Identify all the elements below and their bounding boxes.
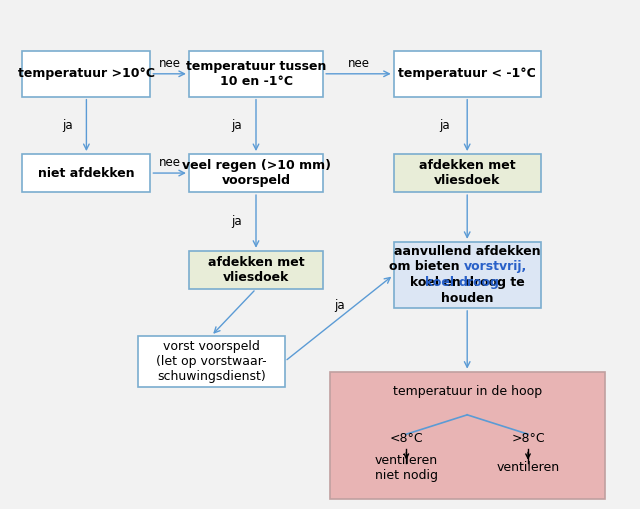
Bar [22,51,150,97]
Bar [394,51,541,97]
Text: ventileren: ventileren [497,461,559,474]
Text: afdekken met
vliesdoek: afdekken met vliesdoek [419,159,515,187]
Bar [22,154,150,192]
Text: ja: ja [334,299,344,312]
Bar [189,154,323,192]
Text: nee: nee [159,156,180,169]
Text: houden: houden [441,292,493,305]
Text: temperatuur < -1°C: temperatuur < -1°C [398,67,536,80]
Text: ja: ja [232,119,242,132]
Text: niet afdekken: niet afdekken [38,166,134,180]
Bar [330,372,605,499]
Text: temperatuur in de hoop: temperatuur in de hoop [392,385,542,399]
Bar [138,336,285,387]
Text: nee: nee [159,57,180,70]
Text: ja: ja [62,119,72,132]
Text: nee: nee [348,57,369,70]
Bar [394,154,541,192]
Text: droog: droog [458,276,499,289]
Bar [189,251,323,289]
Text: koel en droog te: koel en droog te [410,276,525,289]
Text: koel: koel [425,276,454,289]
Text: om bieten: om bieten [389,261,464,273]
Bar [394,242,541,308]
Text: vorstvrij,: vorstvrij, [464,261,527,273]
Bar [189,51,323,97]
Text: ja: ja [232,215,242,228]
Text: temperatuur tussen
10 en -1°C: temperatuur tussen 10 en -1°C [186,60,326,88]
Text: veel regen (>10 mm)
voorspeld: veel regen (>10 mm) voorspeld [182,159,330,187]
Text: afdekken met
vliesdoek: afdekken met vliesdoek [208,256,304,284]
Text: <8°C: <8°C [390,432,423,445]
Text: >8°C: >8°C [511,432,545,445]
Text: temperatuur >10°C: temperatuur >10°C [18,67,155,80]
Text: ja: ja [440,119,450,132]
Text: aanvullend afdekken: aanvullend afdekken [394,245,541,258]
Text: ventileren
niet nodig: ventileren niet nodig [375,454,438,482]
Text: vorst voorspeld
(let op vorstwaar-
schuwingsdienst): vorst voorspeld (let op vorstwaar- schuw… [156,340,266,383]
